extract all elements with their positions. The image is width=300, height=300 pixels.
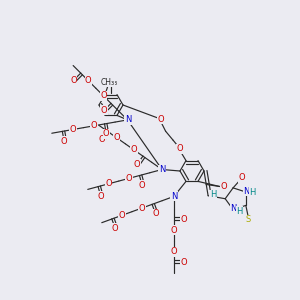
Text: O: O: [139, 203, 145, 212]
Text: O: O: [113, 133, 120, 142]
Text: O: O: [139, 181, 145, 190]
Text: O: O: [158, 115, 164, 124]
Text: O: O: [70, 76, 77, 85]
Text: O: O: [239, 173, 245, 182]
Text: O: O: [220, 182, 227, 191]
Text: N: N: [243, 187, 250, 196]
Text: O: O: [103, 129, 110, 138]
Text: O: O: [181, 215, 187, 224]
Text: CH₃: CH₃: [104, 78, 118, 87]
Text: O: O: [126, 174, 133, 183]
Text: O: O: [70, 125, 76, 134]
Text: O: O: [85, 76, 92, 85]
Text: O: O: [100, 91, 107, 100]
Text: N: N: [171, 192, 177, 201]
Text: O: O: [91, 121, 97, 130]
Text: O: O: [134, 160, 140, 169]
Text: O: O: [105, 179, 112, 188]
Text: O: O: [61, 136, 68, 146]
Text: O: O: [171, 226, 177, 235]
Text: O: O: [177, 144, 183, 153]
Text: O: O: [118, 211, 125, 220]
Text: CH₃: CH₃: [101, 77, 115, 86]
Text: H: H: [210, 190, 216, 199]
Text: N: N: [125, 116, 131, 124]
Text: H: H: [249, 188, 256, 196]
Text: H: H: [236, 207, 243, 216]
Text: O: O: [181, 258, 187, 267]
Text: O: O: [98, 192, 104, 201]
Text: S: S: [246, 215, 251, 224]
Text: O: O: [99, 135, 105, 144]
Text: O: O: [131, 146, 137, 154]
Text: N: N: [230, 205, 237, 214]
Text: N: N: [159, 165, 165, 174]
Text: O: O: [101, 106, 107, 115]
Text: O: O: [112, 224, 119, 233]
Text: O: O: [171, 247, 177, 256]
Text: O: O: [152, 209, 159, 218]
